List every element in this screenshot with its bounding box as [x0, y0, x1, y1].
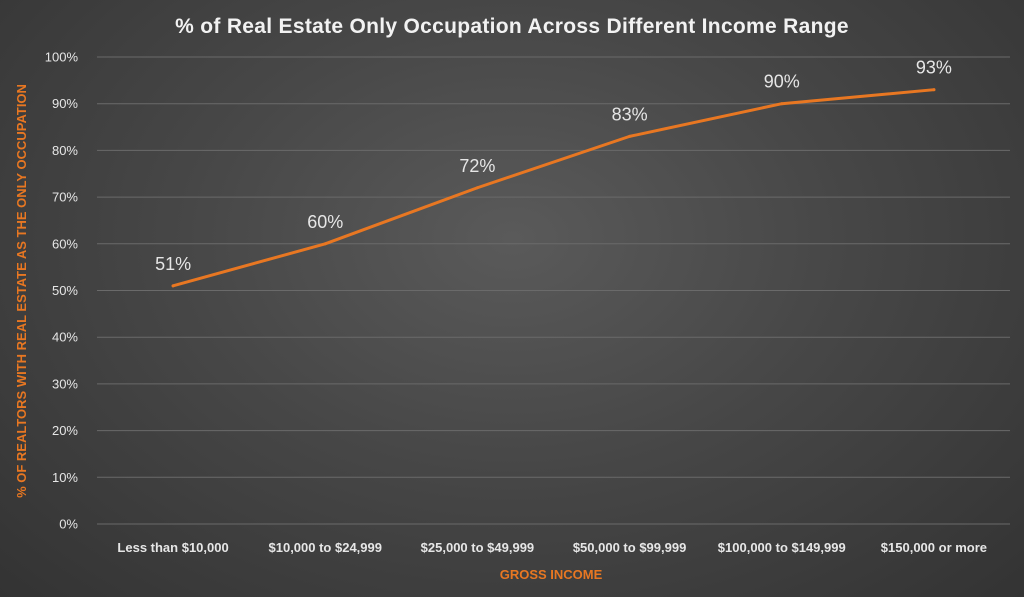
y-tick-label: 20% [52, 423, 78, 438]
y-tick-label: 30% [52, 376, 78, 391]
data-point [475, 186, 479, 190]
x-axis-label: GROSS INCOME [500, 567, 603, 582]
series-line [171, 88, 936, 288]
y-tick-label: 100% [45, 50, 79, 65]
y-tick-label: 10% [52, 470, 78, 485]
data-label: 83% [612, 104, 648, 124]
chart-title: % of Real Estate Only Occupation Across … [175, 15, 849, 38]
data-label: 51% [155, 254, 191, 274]
y-tick-label: 60% [52, 236, 78, 251]
y-tick-label: 40% [52, 330, 78, 345]
x-tick-label: $100,000 to $149,999 [718, 540, 846, 555]
x-axis-ticks: Less than $10,000 $10,000 to $24,999 $25,0… [117, 540, 987, 555]
data-label: 93% [916, 58, 952, 78]
data-point [628, 134, 632, 138]
y-tick-label: 50% [52, 283, 78, 298]
x-tick-label: $150,000 or more [881, 540, 987, 555]
y-axis-ticks: 0% 10% 20% 30% 40% 50% 60% 70% 80% 90% 100% [45, 50, 79, 532]
data-point [323, 242, 327, 246]
x-tick-label: Less than $10,000 [117, 540, 228, 555]
x-tick-label: $50,000 to $99,999 [573, 540, 686, 555]
y-tick-label: 0% [59, 517, 78, 532]
y-tick-label: 70% [52, 190, 78, 205]
x-tick-label: $10,000 to $24,999 [269, 540, 382, 555]
data-point [780, 102, 784, 106]
series-line-group [171, 88, 936, 288]
y-tick-label: 80% [52, 143, 78, 158]
x-tick-label: $25,000 to $49,999 [421, 540, 534, 555]
data-label: 90% [764, 72, 800, 92]
data-label: 72% [459, 156, 495, 176]
y-tick-label: 90% [52, 96, 78, 111]
data-point [171, 284, 175, 288]
data-labels: 51% 60% 72% 83% 90% 93% [155, 58, 952, 274]
data-label: 60% [307, 212, 343, 232]
gridlines [97, 56, 1010, 525]
data-point [932, 88, 936, 92]
y-axis-label: % OF REALTORS WITH REAL ESTATE AS THE ON… [14, 84, 29, 498]
